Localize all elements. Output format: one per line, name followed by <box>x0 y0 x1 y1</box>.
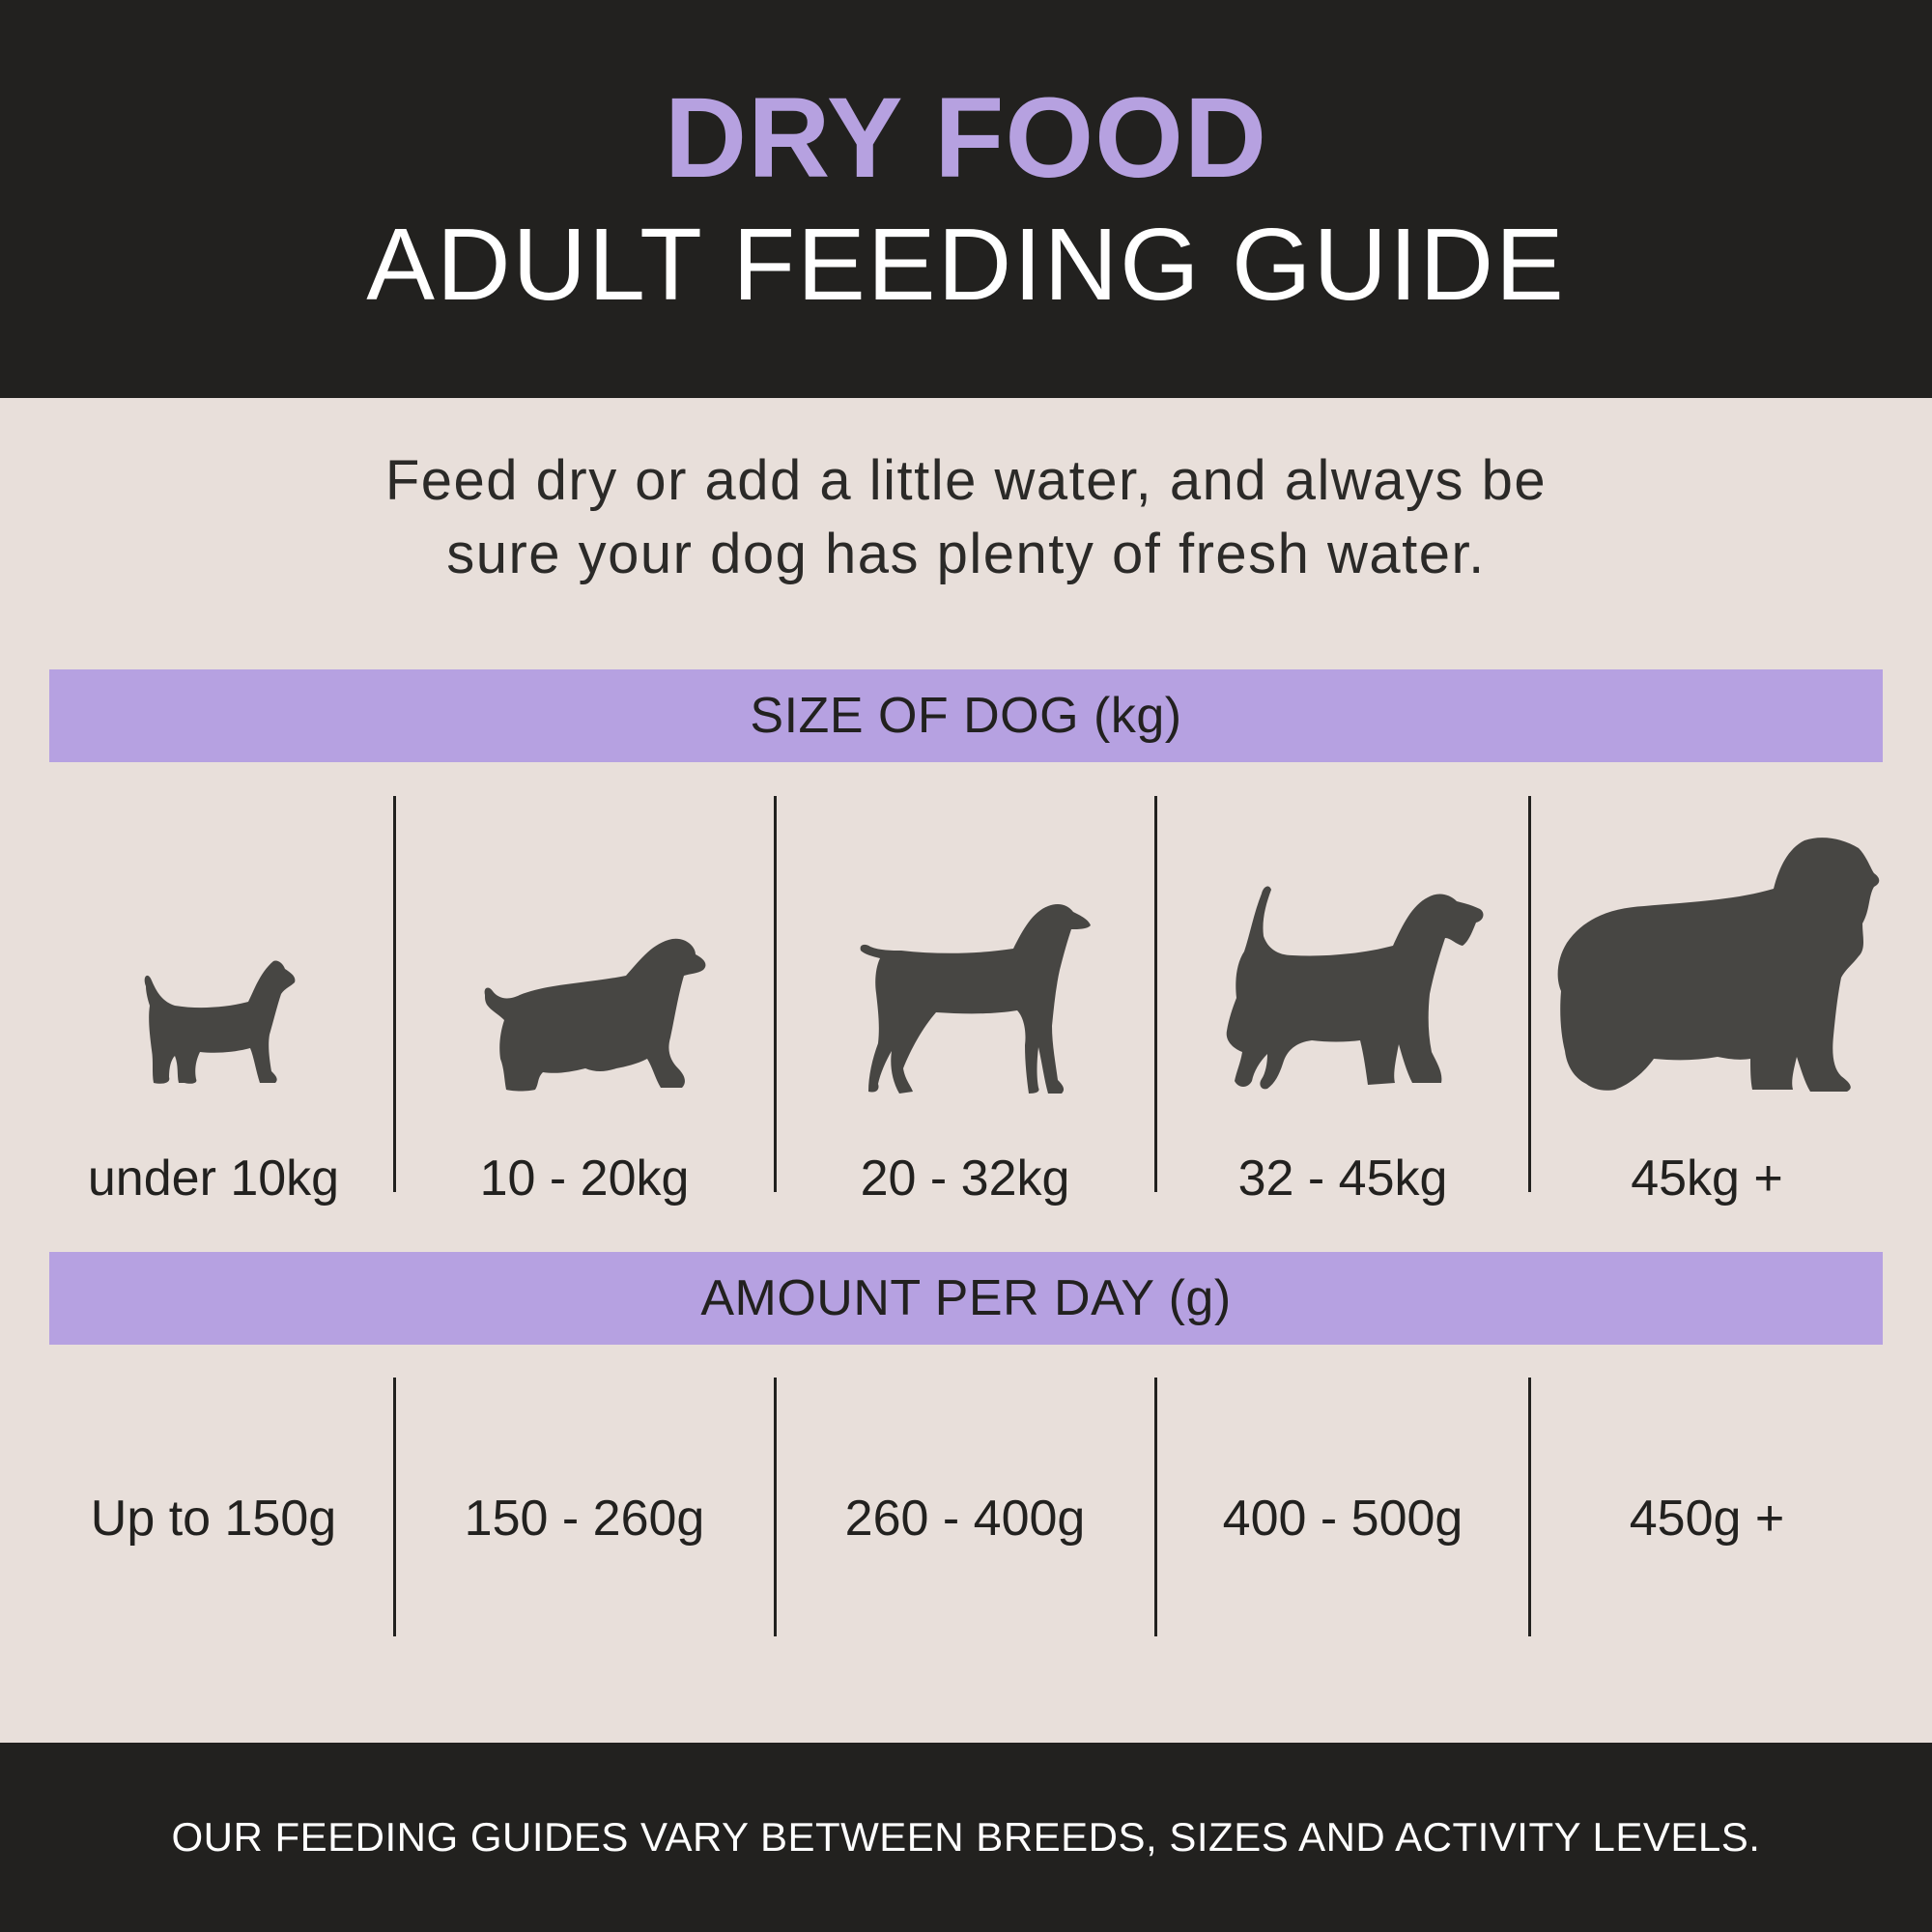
footer-note: OUR FEEDING GUIDES VARY BETWEEN BREEDS, … <box>171 1814 1761 1860</box>
size-divider <box>393 796 396 1192</box>
page-title: DRY FOOD <box>664 74 1268 202</box>
pointer-icon <box>860 904 1091 1094</box>
intro-text: Feed dry or add a little water, and alwa… <box>193 444 1739 591</box>
amount-label: 150 - 260g <box>464 1491 705 1547</box>
spaniel-icon <box>484 938 706 1092</box>
intro-line-1: Feed dry or add a little water, and alwa… <box>384 449 1548 512</box>
size-divider <box>1528 796 1531 1192</box>
amount-label: Up to 150g <box>90 1491 337 1547</box>
header: DRY FOOD ADULT FEEDING GUIDE <box>0 0 1932 398</box>
size-label: 45kg + <box>1631 1151 1783 1207</box>
size-divider <box>1154 796 1157 1192</box>
size-label: 32 - 45kg <box>1237 1151 1448 1207</box>
intro-line-2: sure your dog has plenty of fresh water. <box>446 523 1486 585</box>
amount-divider <box>393 1378 396 1636</box>
amount-divider <box>1528 1378 1531 1636</box>
amount-label: 400 - 500g <box>1222 1491 1463 1547</box>
small-terrier-icon <box>144 960 296 1084</box>
footer: OUR FEEDING GUIDES VARY BETWEEN BREEDS, … <box>0 1743 1932 1932</box>
schnauzer-icon <box>1226 886 1484 1090</box>
amount-divider <box>1154 1378 1157 1636</box>
size-label: 10 - 20kg <box>479 1151 690 1207</box>
size-label: under 10kg <box>87 1151 340 1207</box>
amount-label: 450g + <box>1629 1491 1785 1547</box>
amount-per-day-band: AMOUNT PER DAY (g) <box>49 1252 1883 1345</box>
amount-divider <box>774 1378 777 1636</box>
page-subtitle: ADULT FEEDING GUIDE <box>366 208 1566 322</box>
sheepdog-icon <box>1557 838 1880 1092</box>
size-label: 20 - 32kg <box>860 1151 1070 1207</box>
size-divider <box>774 796 777 1192</box>
amount-label: 260 - 400g <box>844 1491 1086 1547</box>
size-of-dog-band: SIZE OF DOG (kg) <box>49 669 1883 762</box>
